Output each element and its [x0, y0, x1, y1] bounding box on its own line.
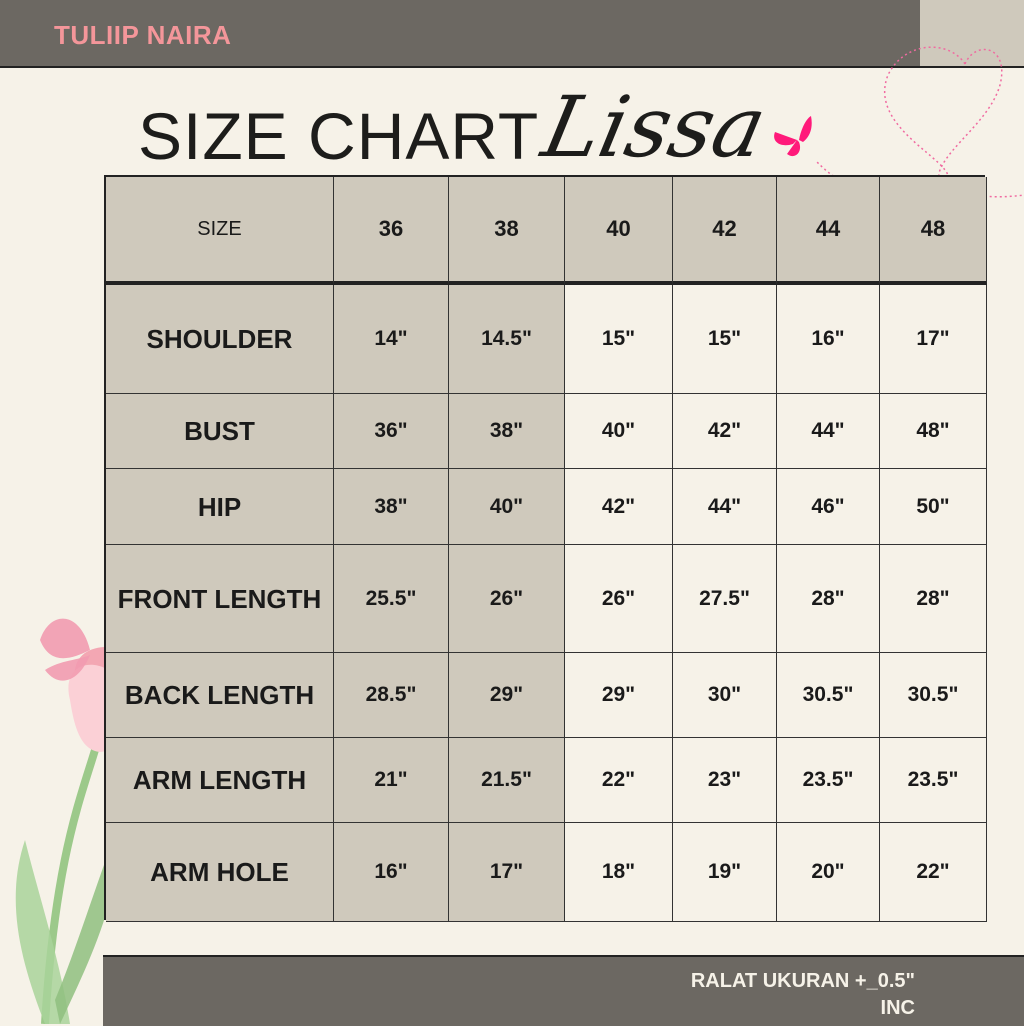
product-name-script: Lissa: [534, 78, 775, 176]
header-size-44: 44: [777, 177, 880, 285]
header-size-42: 42: [673, 177, 777, 285]
table-cell: 46": [777, 469, 880, 545]
table-cell: 22": [880, 823, 987, 922]
header-accent-block: [920, 0, 1024, 66]
table-cell: 14.5": [449, 285, 565, 394]
measurement-tolerance-note: RALAT UKURAN +_0.5" INC: [679, 968, 915, 1022]
size-chart-table: SIZE 36 38 40 42 44 48 SHOULDER 14" 14.5" 1…: [104, 175, 987, 922]
table-cell: 15": [565, 285, 673, 394]
row-label: FRONT LENGTH: [106, 545, 334, 653]
table-cell: 28.5": [334, 653, 449, 738]
table-cell: 27.5": [673, 545, 777, 653]
header-size-label: SIZE: [106, 177, 334, 285]
table-cell: 18": [565, 823, 673, 922]
butterfly-icon: [774, 116, 812, 157]
footer-bar: [103, 955, 1024, 1026]
row-label: ARM LENGTH: [106, 738, 334, 823]
table-cell: 30.5": [777, 653, 880, 738]
header-size-36: 36: [334, 177, 449, 285]
table-cell: 42": [565, 469, 673, 545]
header-divider: [0, 66, 1024, 68]
table-cell: 42": [673, 394, 777, 469]
row-label: BUST: [106, 394, 334, 469]
table-cell: 44": [673, 469, 777, 545]
row-label: HIP: [106, 469, 334, 545]
table-cell: 26": [449, 545, 565, 653]
row-label: ARM HOLE: [106, 823, 334, 922]
table-cell: 16": [334, 823, 449, 922]
table-cell: 50": [880, 469, 987, 545]
brand-name: TULIIP NAIRA: [54, 20, 232, 50]
row-label: SHOULDER: [106, 285, 334, 394]
table-cell: 29": [565, 653, 673, 738]
note-line-1: RALAT UKURAN +_0.5": [690, 970, 915, 992]
page-title: SIZE CHART: [138, 99, 540, 173]
table-cell: 19": [673, 823, 777, 922]
table-cell: 25.5": [334, 545, 449, 653]
table-cell: 14": [334, 285, 449, 394]
table-cell: 17": [880, 285, 987, 394]
table-cell: 21.5": [449, 738, 565, 823]
row-label: BACK LENGTH: [106, 653, 334, 738]
table-cell: 48": [880, 394, 987, 469]
table-cell: 38": [334, 469, 449, 545]
table-cell: 28": [880, 545, 987, 653]
header-size-38: 38: [449, 177, 565, 285]
table-cell: 17": [449, 823, 565, 922]
table-cell: 15": [673, 285, 777, 394]
table-cell: 23.5": [777, 738, 880, 823]
table-cell: 29": [449, 653, 565, 738]
table-cell: 44": [777, 394, 880, 469]
table-cell: 22": [565, 738, 673, 823]
table-cell: 40": [565, 394, 673, 469]
table-cell: 23.5": [880, 738, 987, 823]
table-cell: 30": [673, 653, 777, 738]
header-size-40: 40: [565, 177, 673, 285]
header-bar: [0, 0, 920, 66]
table-cell: 30.5": [880, 653, 987, 738]
header-size-48: 48: [880, 177, 987, 285]
table-cell: 26": [565, 545, 673, 653]
table-cell: 21": [334, 738, 449, 823]
table-cell: 40": [449, 469, 565, 545]
table-cell: 23": [673, 738, 777, 823]
table-cell: 20": [777, 823, 880, 922]
table-cell: 38": [449, 394, 565, 469]
table-cell: 28": [777, 545, 880, 653]
table-cell: 36": [334, 394, 449, 469]
table-cell: 16": [777, 285, 880, 394]
note-line-2: INC: [880, 997, 915, 1019]
